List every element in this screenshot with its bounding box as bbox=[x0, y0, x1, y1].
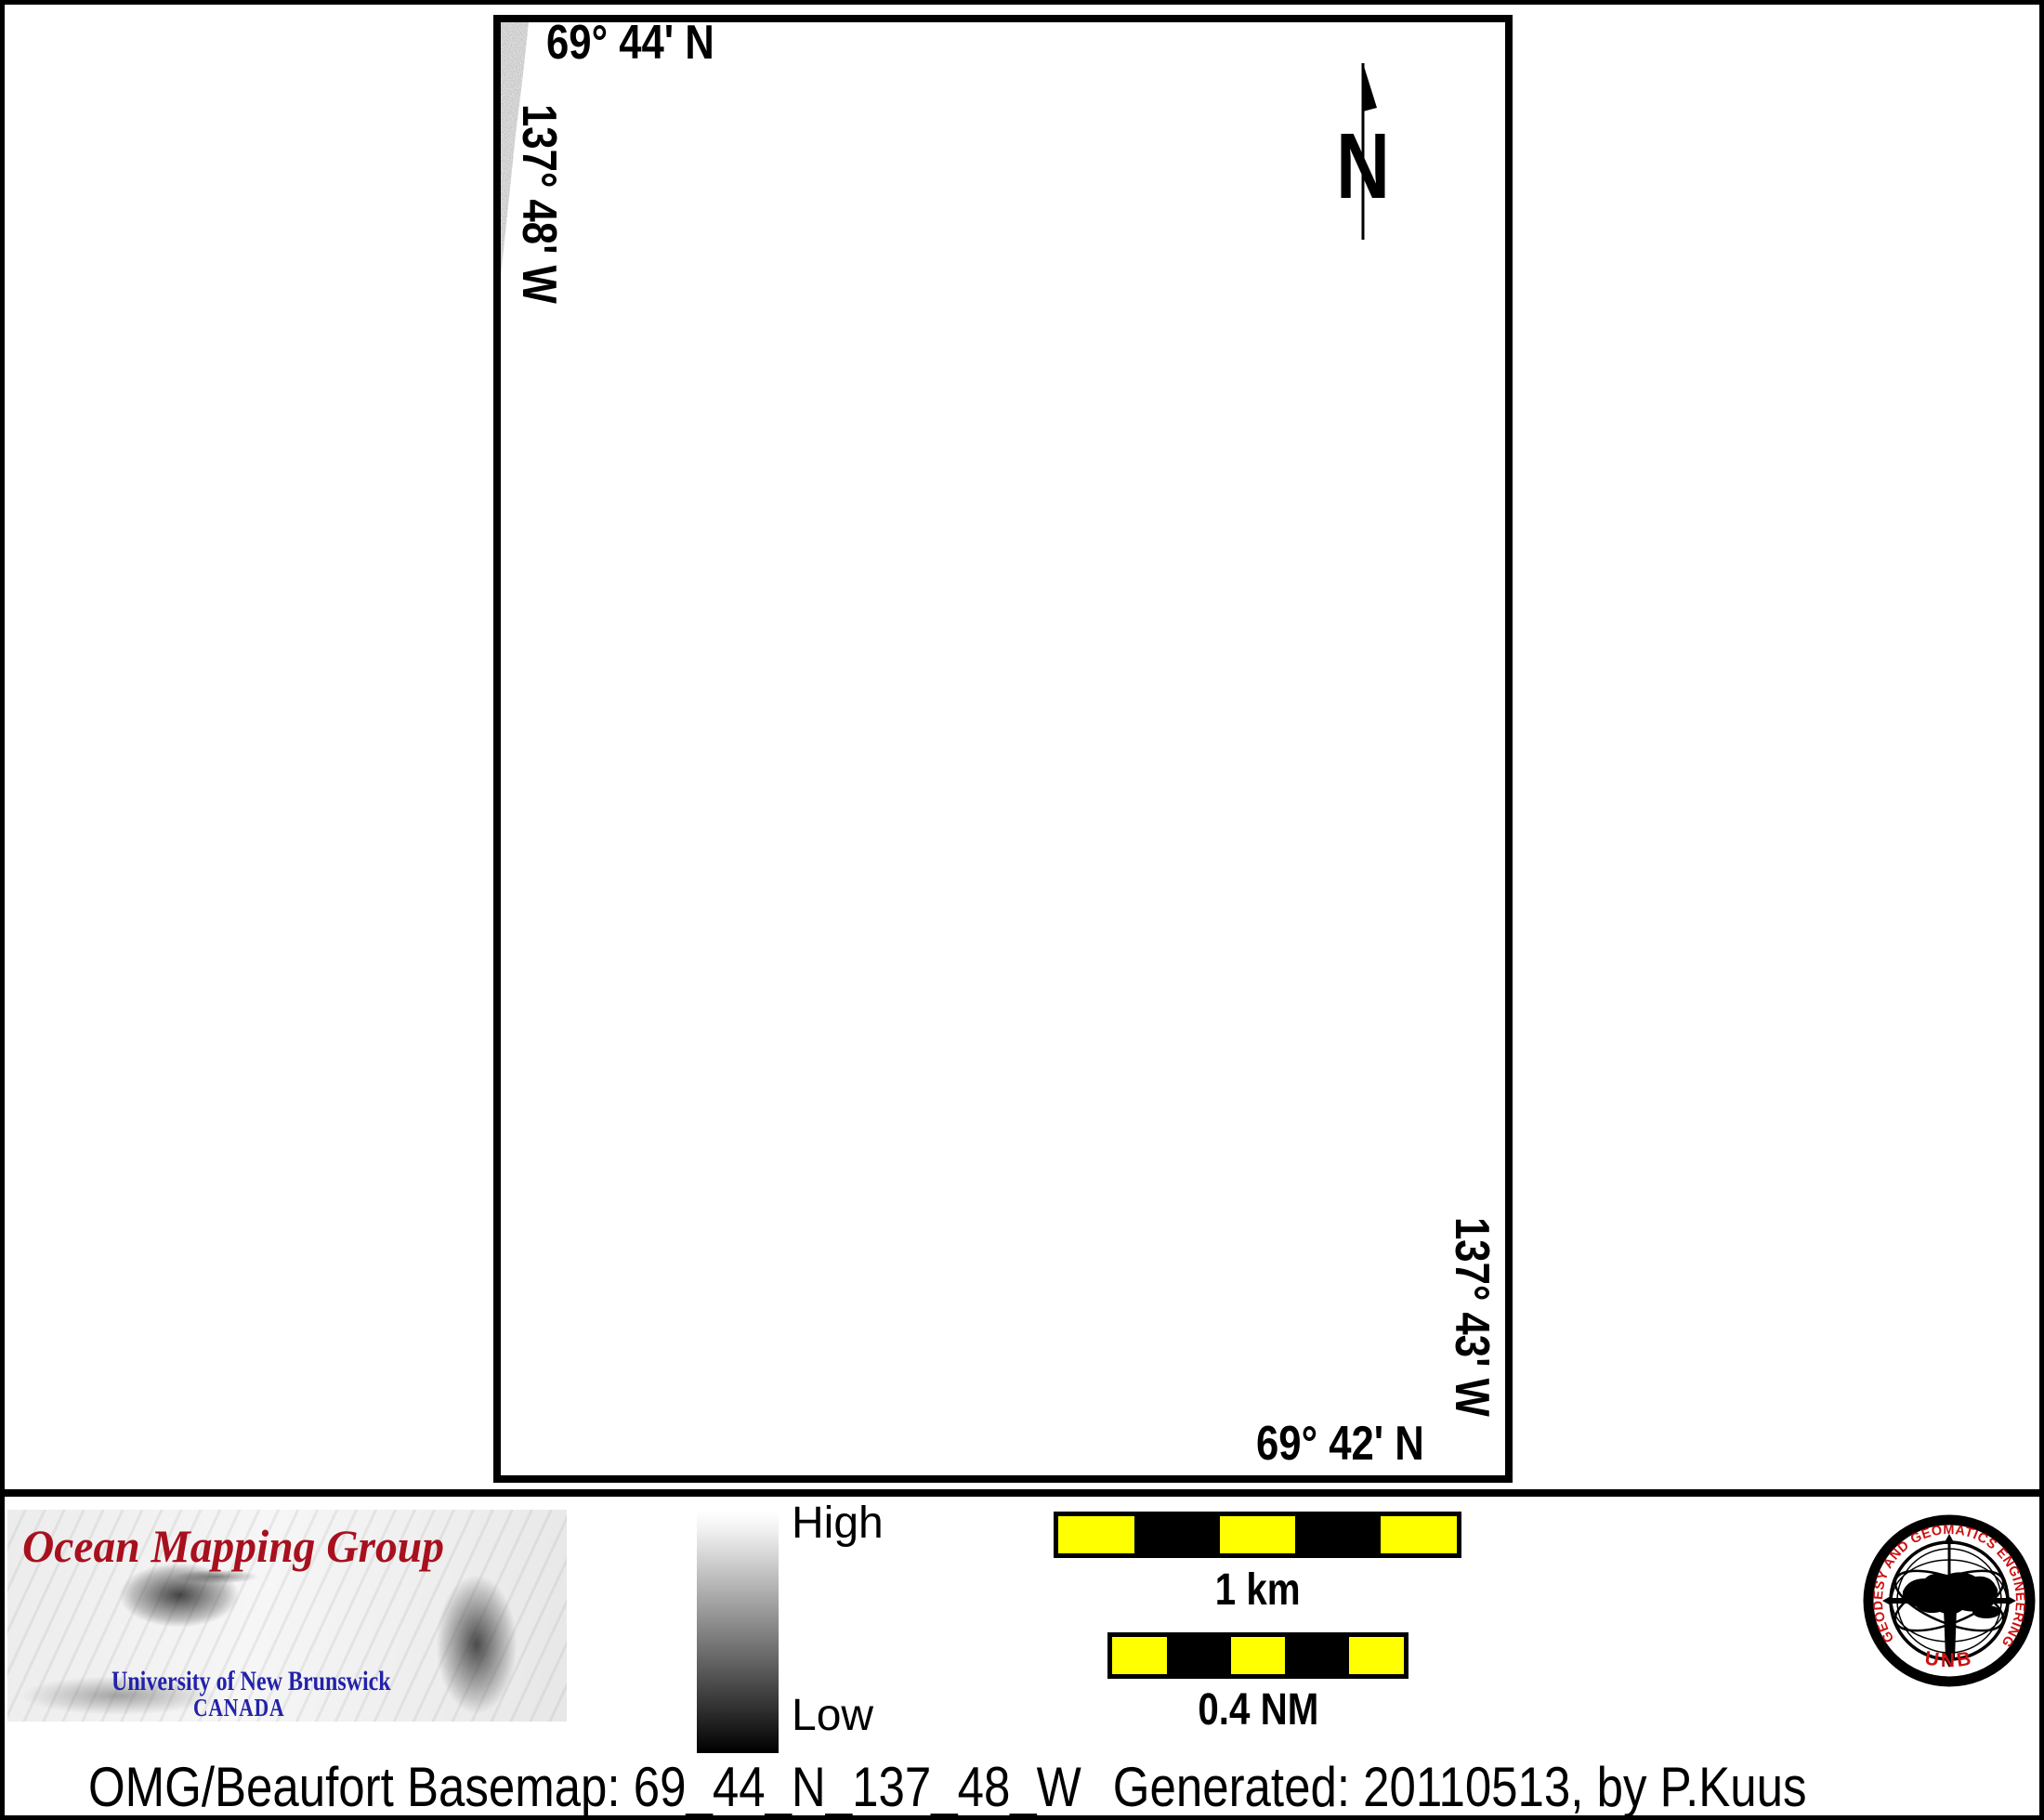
scalebar-nm-label: 0.4 NM bbox=[1107, 1685, 1409, 1735]
seal-globe-stem bbox=[1944, 1608, 1957, 1658]
map-frame bbox=[493, 15, 1513, 1483]
svg-text:UNB: UNB bbox=[1923, 1647, 1975, 1671]
scalebar-km bbox=[1054, 1512, 1461, 1558]
depth-gradient-bar bbox=[697, 1512, 779, 1753]
north-arrow-pennant-icon bbox=[1363, 63, 1377, 111]
seal-cardinal-mark bbox=[1882, 1595, 1893, 1606]
scalebar-segment bbox=[1214, 1512, 1301, 1558]
scalebar-segment bbox=[1225, 1632, 1291, 1679]
label-bottom-latitude: 69° 42' N bbox=[1256, 1417, 1456, 1471]
legend-low-label: Low bbox=[792, 1691, 874, 1740]
left-longitude-text: 137° 48' W bbox=[512, 104, 566, 304]
scalebar-segment bbox=[1054, 1512, 1139, 1558]
label-left-longitude: 137° 48' W bbox=[512, 104, 566, 342]
bottom-latitude-text: 69° 42' N bbox=[1256, 1417, 1424, 1471]
seal-cardinal-mark bbox=[2006, 1595, 2016, 1606]
unb-seal-art: GEODESY AND GEOMATICS ENGINEERING UNB bbox=[1863, 1514, 2036, 1687]
omg-group-title: Ocean Mapping Group bbox=[22, 1520, 444, 1572]
bathymetry-noise-sliver bbox=[501, 22, 529, 275]
scalebar-nm bbox=[1107, 1632, 1409, 1679]
right-longitude-text: 137° 43' W bbox=[1445, 1217, 1499, 1417]
seal-acronym: UNB bbox=[1923, 1647, 1972, 1671]
omg-university-label: University of New Brunswick bbox=[111, 1666, 391, 1696]
generated-by-text: Generated: 20110513, by P.Kuus bbox=[1112, 1756, 1807, 1818]
compass-n-label: N bbox=[1336, 115, 1390, 219]
top-latitude-text: 69° 44' N bbox=[546, 16, 714, 70]
north-arrow: N bbox=[1336, 63, 1390, 240]
scalebar-segment bbox=[1344, 1632, 1409, 1679]
label-top-latitude: 69° 44' N bbox=[546, 16, 746, 70]
scalebar-segment bbox=[1290, 1632, 1344, 1679]
scalebar-segment bbox=[1376, 1512, 1461, 1558]
seal-globe-icon bbox=[1902, 1572, 1998, 1615]
seal-globe-landmass bbox=[1972, 1605, 2000, 1618]
basemap-id-text: OMG/Beaufort Basemap: 69_44_N_137_48_W bbox=[88, 1756, 1081, 1818]
scalebar-segment bbox=[1107, 1632, 1172, 1679]
omg-banner: Ocean Mapping Group University of New Br… bbox=[7, 1510, 567, 1722]
seal-cardinal-mark bbox=[1944, 1534, 1955, 1544]
footer-caption: OMG/Beaufort Basemap: 69_44_N_137_48_W Ge… bbox=[88, 1760, 1807, 1815]
scalebar-segment bbox=[1139, 1512, 1215, 1558]
scalebar-nm-text: 0.4 NM bbox=[1198, 1685, 1318, 1735]
seal-cardinal-mark bbox=[1944, 1657, 1955, 1668]
omg-country-label: CANADA bbox=[193, 1694, 285, 1722]
footer-divider bbox=[0, 1489, 2044, 1497]
scalebar-segment bbox=[1172, 1632, 1226, 1679]
legend-high-label: High bbox=[792, 1499, 884, 1548]
scalebar-km-label: 1 km bbox=[1054, 1565, 1461, 1616]
scalebar-km-text: 1 km bbox=[1214, 1565, 1301, 1615]
scalebar-segment bbox=[1300, 1512, 1376, 1558]
